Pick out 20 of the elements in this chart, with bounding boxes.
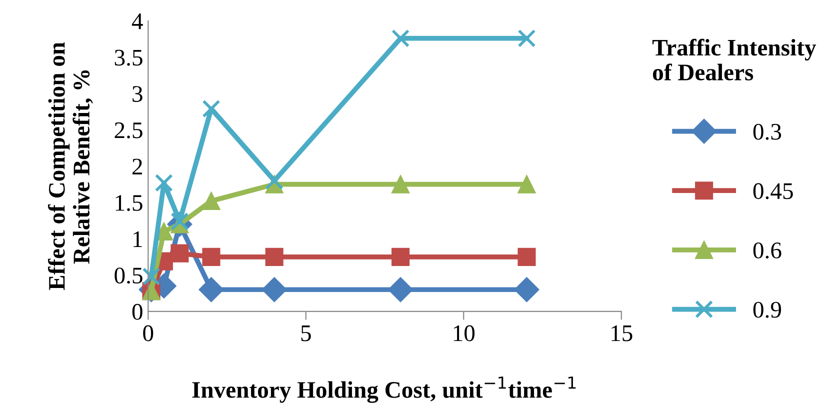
y-tick-label: 1	[134, 231, 142, 247]
x-tick-label: 10	[454, 325, 475, 342]
legend-label: 0.45	[753, 183, 793, 200]
y-tick-label: 3	[132, 86, 142, 102]
y-tick-label: 1.5	[116, 195, 142, 211]
legend-label: 0.3	[753, 124, 782, 140]
legend-title: Traffic Intensity of Dealers	[652, 38, 816, 80]
y-tick-label: 0.5	[114, 268, 142, 284]
legend-label: 0.6	[753, 242, 782, 259]
y-axis-title: Effect of Competition on Relative Benefit, %	[48, 42, 93, 290]
y-tick-label: 0	[132, 304, 142, 320]
x-axis-title: Inventory Holding Cost, unit$^{−1}$time$^{−1}$	[192, 376, 576, 403]
legend-label: 0.9	[753, 302, 782, 318]
x-tick-label: 5	[301, 326, 311, 342]
y-tick-label: 3.5	[114, 50, 142, 66]
y-tick-label: 2.5	[114, 122, 142, 138]
y-tick-label: 4	[132, 14, 143, 30]
y-tick-label: 2	[132, 158, 142, 174]
x-tick-label: 15	[612, 325, 632, 342]
x-tick-label: 0	[143, 325, 154, 342]
